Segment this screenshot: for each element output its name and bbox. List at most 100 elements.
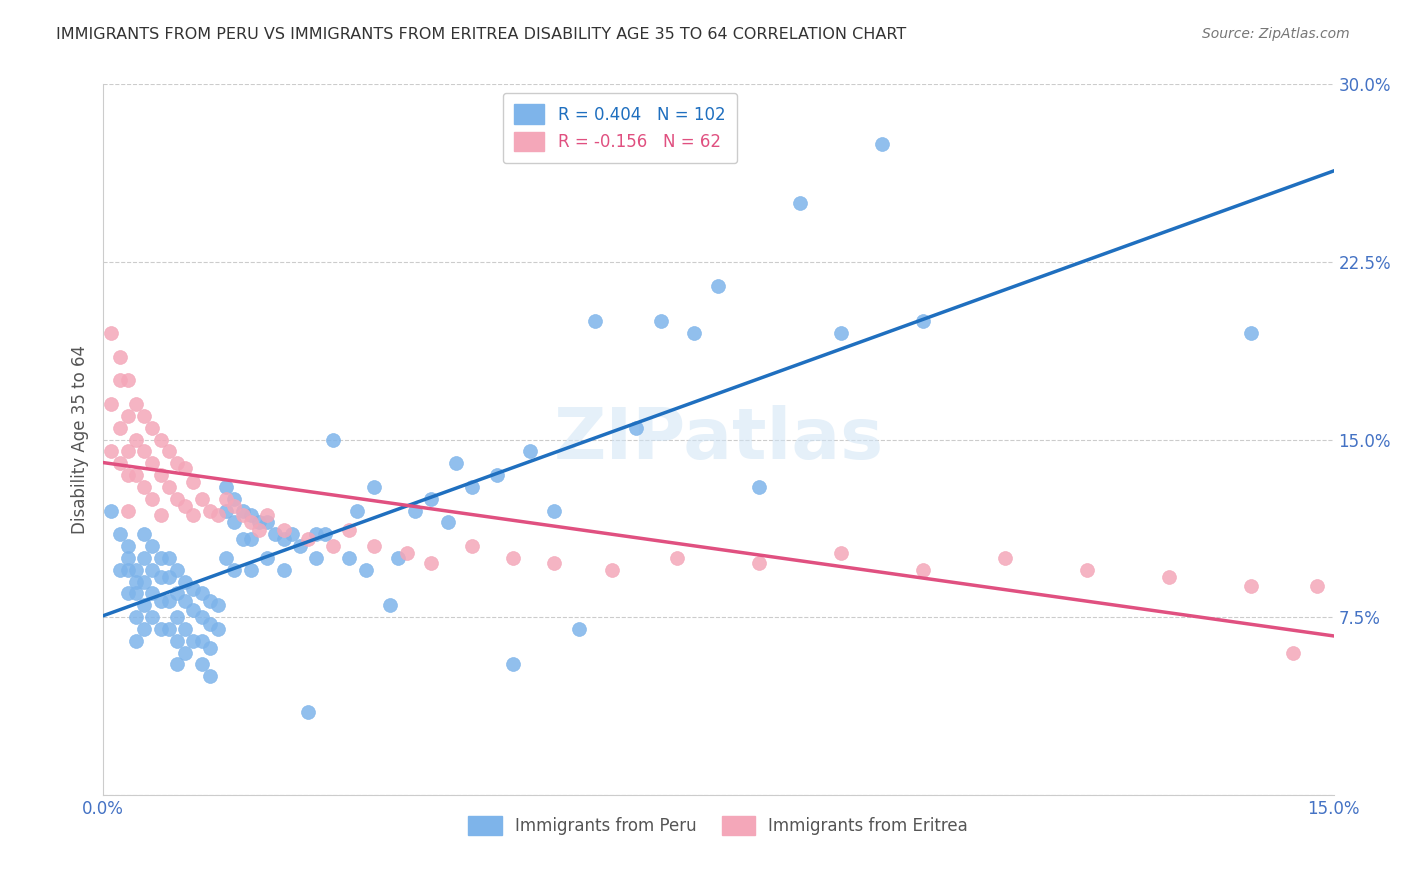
- Point: [568, 622, 591, 636]
- Point: [232, 503, 254, 517]
- Point: [149, 508, 172, 523]
- Point: [395, 546, 418, 560]
- Point: [502, 657, 524, 672]
- Text: Source: ZipAtlas.com: Source: ZipAtlas.com: [1202, 27, 1350, 41]
- Point: [273, 523, 295, 537]
- Point: [100, 503, 122, 517]
- Point: [1159, 570, 1181, 584]
- Point: [183, 582, 205, 596]
- Point: [519, 444, 541, 458]
- Point: [117, 551, 139, 566]
- Point: [166, 491, 188, 506]
- Point: [198, 503, 221, 517]
- Point: [141, 563, 163, 577]
- Point: [166, 633, 188, 648]
- Point: [141, 586, 163, 600]
- Point: [305, 551, 328, 566]
- Point: [748, 556, 770, 570]
- Point: [224, 491, 246, 506]
- Point: [232, 508, 254, 523]
- Point: [224, 499, 246, 513]
- Point: [149, 551, 172, 566]
- Text: ZIPatlas: ZIPatlas: [553, 405, 883, 474]
- Point: [502, 551, 524, 566]
- Point: [273, 563, 295, 577]
- Point: [1076, 563, 1098, 577]
- Point: [912, 314, 935, 328]
- Point: [125, 610, 148, 624]
- Point: [264, 527, 287, 541]
- Point: [149, 570, 172, 584]
- Point: [157, 570, 180, 584]
- Point: [134, 444, 156, 458]
- Point: [830, 326, 852, 340]
- Point: [1240, 579, 1263, 593]
- Text: IMMIGRANTS FROM PERU VS IMMIGRANTS FROM ERITREA DISABILITY AGE 35 TO 64 CORRELAT: IMMIGRANTS FROM PERU VS IMMIGRANTS FROM …: [56, 27, 907, 42]
- Point: [404, 503, 426, 517]
- Point: [207, 508, 229, 523]
- Point: [363, 480, 385, 494]
- Point: [436, 516, 458, 530]
- Point: [748, 480, 770, 494]
- Point: [157, 622, 180, 636]
- Point: [994, 551, 1017, 566]
- Point: [149, 468, 172, 483]
- Point: [273, 532, 295, 546]
- Point: [247, 523, 270, 537]
- Point: [420, 491, 443, 506]
- Point: [125, 433, 148, 447]
- Point: [157, 551, 180, 566]
- Point: [232, 532, 254, 546]
- Point: [100, 444, 122, 458]
- Point: [183, 603, 205, 617]
- Point: [141, 456, 163, 470]
- Point: [485, 468, 508, 483]
- Point: [117, 409, 139, 423]
- Point: [125, 563, 148, 577]
- Point: [190, 610, 212, 624]
- Point: [461, 480, 484, 494]
- Point: [117, 503, 139, 517]
- Point: [337, 551, 360, 566]
- Point: [117, 468, 139, 483]
- Point: [666, 551, 689, 566]
- Point: [190, 491, 212, 506]
- Point: [174, 593, 197, 607]
- Point: [134, 527, 156, 541]
- Point: [256, 516, 278, 530]
- Point: [141, 491, 163, 506]
- Point: [134, 599, 156, 613]
- Point: [190, 633, 212, 648]
- Point: [600, 563, 623, 577]
- Point: [141, 539, 163, 553]
- Point: [134, 574, 156, 589]
- Point: [100, 397, 122, 411]
- Point: [380, 599, 402, 613]
- Y-axis label: Disability Age 35 to 64: Disability Age 35 to 64: [72, 345, 89, 534]
- Point: [157, 593, 180, 607]
- Point: [789, 195, 811, 210]
- Point: [149, 593, 172, 607]
- Point: [125, 586, 148, 600]
- Point: [125, 397, 148, 411]
- Point: [108, 456, 131, 470]
- Point: [125, 468, 148, 483]
- Point: [149, 622, 172, 636]
- Point: [239, 563, 262, 577]
- Point: [134, 480, 156, 494]
- Point: [215, 551, 238, 566]
- Point: [707, 278, 730, 293]
- Point: [322, 539, 344, 553]
- Point: [363, 539, 385, 553]
- Point: [183, 633, 205, 648]
- Point: [1281, 646, 1303, 660]
- Point: [297, 532, 319, 546]
- Point: [224, 516, 246, 530]
- Point: [198, 617, 221, 632]
- Point: [108, 527, 131, 541]
- Point: [461, 539, 484, 553]
- Point: [117, 444, 139, 458]
- Point: [174, 622, 197, 636]
- Point: [912, 563, 935, 577]
- Point: [183, 508, 205, 523]
